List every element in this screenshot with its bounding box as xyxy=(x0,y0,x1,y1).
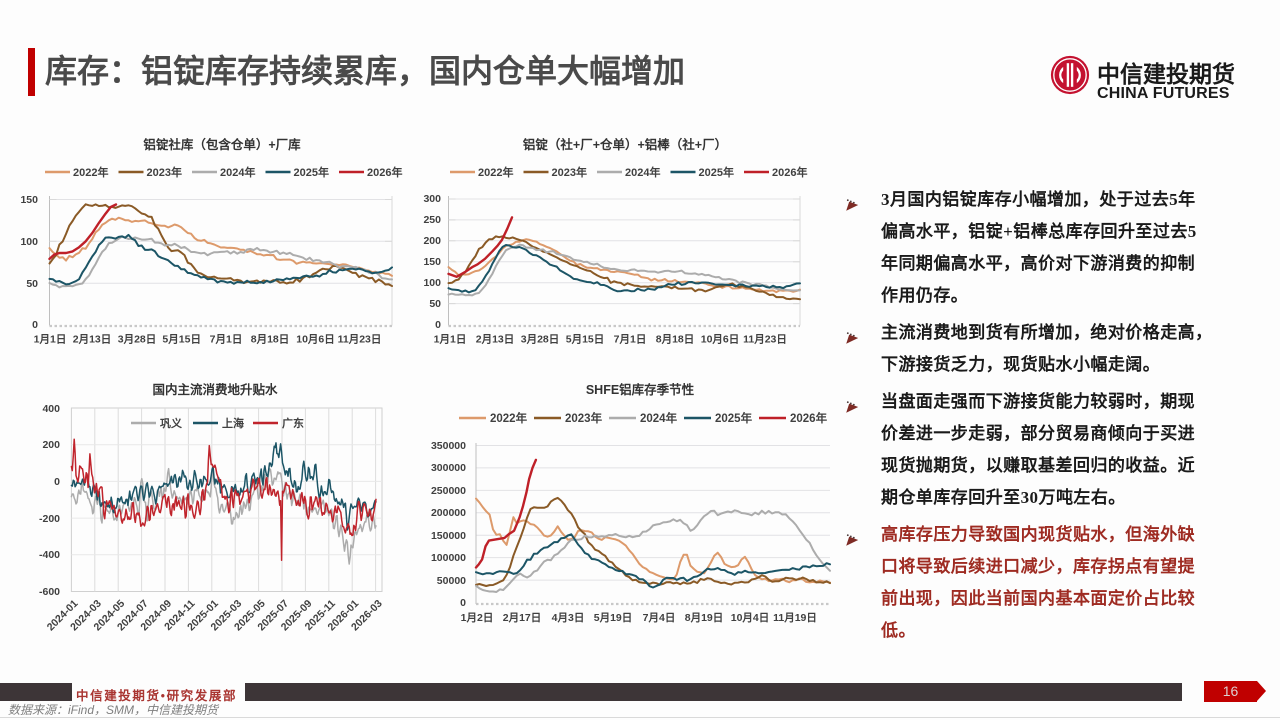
svg-text:300: 300 xyxy=(423,193,441,205)
svg-text:铝锭社库（包含仓单）+厂库: 铝锭社库（包含仓单）+厂库 xyxy=(143,137,301,152)
svg-text:200: 200 xyxy=(42,439,60,451)
svg-text:2月13日: 2月13日 xyxy=(476,334,515,346)
svg-text:-600: -600 xyxy=(39,586,60,598)
svg-text:2022年: 2022年 xyxy=(490,411,528,425)
svg-text:0: 0 xyxy=(460,597,466,609)
svg-text:300000: 300000 xyxy=(431,462,466,474)
svg-text:2024年: 2024年 xyxy=(220,165,255,179)
svg-text:3月28日: 3月28日 xyxy=(118,334,157,346)
svg-text:2026年: 2026年 xyxy=(790,411,828,425)
svg-text:2026年: 2026年 xyxy=(367,165,402,179)
svg-text:2月17日: 2月17日 xyxy=(503,612,542,624)
svg-text:11月19日: 11月19日 xyxy=(773,612,817,624)
svg-text:国内主流消费地升贴水: 国内主流消费地升贴水 xyxy=(152,382,278,397)
svg-text:7月4日: 7月4日 xyxy=(643,612,676,624)
svg-text:11月23日: 11月23日 xyxy=(338,334,382,346)
svg-text:150000: 150000 xyxy=(431,530,466,542)
svg-text:350000: 350000 xyxy=(431,440,466,452)
svg-text:2月13日: 2月13日 xyxy=(73,334,112,346)
svg-text:上海: 上海 xyxy=(222,416,244,430)
svg-text:7月1日: 7月1日 xyxy=(614,334,647,346)
svg-text:100: 100 xyxy=(423,277,441,289)
svg-text:0: 0 xyxy=(435,319,441,331)
svg-text:8月19日: 8月19日 xyxy=(685,612,724,624)
svg-text:200000: 200000 xyxy=(431,507,466,519)
svg-text:1月1日: 1月1日 xyxy=(434,334,467,346)
svg-text:0: 0 xyxy=(32,319,38,331)
svg-text:0: 0 xyxy=(54,476,60,488)
svg-text:200: 200 xyxy=(423,235,441,247)
svg-text:50: 50 xyxy=(26,278,38,290)
svg-text:5月19日: 5月19日 xyxy=(594,612,633,624)
svg-text:1月1日: 1月1日 xyxy=(34,334,67,346)
svg-text:100000: 100000 xyxy=(431,552,466,564)
svg-text:铝锭（社+厂+仓单）+铝棒（社+厂）: 铝锭（社+厂+仓单）+铝棒（社+厂） xyxy=(523,137,727,152)
svg-text:2024年: 2024年 xyxy=(640,411,678,425)
svg-text:10月6日: 10月6日 xyxy=(296,334,335,346)
svg-text:2024年: 2024年 xyxy=(625,165,660,179)
svg-text:2023年: 2023年 xyxy=(147,165,182,179)
svg-text:2023年: 2023年 xyxy=(565,411,603,425)
svg-text:2022年: 2022年 xyxy=(478,165,513,179)
svg-text:150: 150 xyxy=(20,194,38,206)
svg-text:广东: 广东 xyxy=(282,416,304,430)
svg-text:2025年: 2025年 xyxy=(699,165,734,179)
svg-text:5月15日: 5月15日 xyxy=(566,334,605,346)
svg-text:3月28日: 3月28日 xyxy=(521,334,560,346)
svg-text:2025年: 2025年 xyxy=(294,165,329,179)
svg-text:2023年: 2023年 xyxy=(552,165,587,179)
svg-text:-400: -400 xyxy=(39,549,60,561)
svg-text:SHFE铝库存季节性: SHFE铝库存季节性 xyxy=(586,382,695,397)
svg-text:150: 150 xyxy=(423,256,441,268)
svg-text:10月6日: 10月6日 xyxy=(701,334,740,346)
svg-text:250000: 250000 xyxy=(431,485,466,497)
svg-text:2025年: 2025年 xyxy=(715,411,753,425)
svg-text:1月2日: 1月2日 xyxy=(461,612,494,624)
svg-text:2022年: 2022年 xyxy=(73,165,108,179)
svg-text:巩义: 巩义 xyxy=(160,416,183,430)
svg-text:50: 50 xyxy=(429,298,441,310)
svg-text:4月3日: 4月3日 xyxy=(552,612,585,624)
svg-text:11月23日: 11月23日 xyxy=(743,334,787,346)
svg-text:400: 400 xyxy=(42,403,60,415)
svg-text:-200: -200 xyxy=(39,513,60,525)
svg-text:250: 250 xyxy=(423,214,441,226)
svg-text:50000: 50000 xyxy=(437,575,466,587)
svg-text:7月1日: 7月1日 xyxy=(210,334,243,346)
svg-text:8月18日: 8月18日 xyxy=(656,334,695,346)
svg-text:5月15日: 5月15日 xyxy=(162,334,201,346)
svg-text:2026年: 2026年 xyxy=(772,165,807,179)
svg-text:8月18日: 8月18日 xyxy=(251,334,290,346)
svg-text:100: 100 xyxy=(20,236,38,248)
svg-text:10月4日: 10月4日 xyxy=(731,612,770,624)
